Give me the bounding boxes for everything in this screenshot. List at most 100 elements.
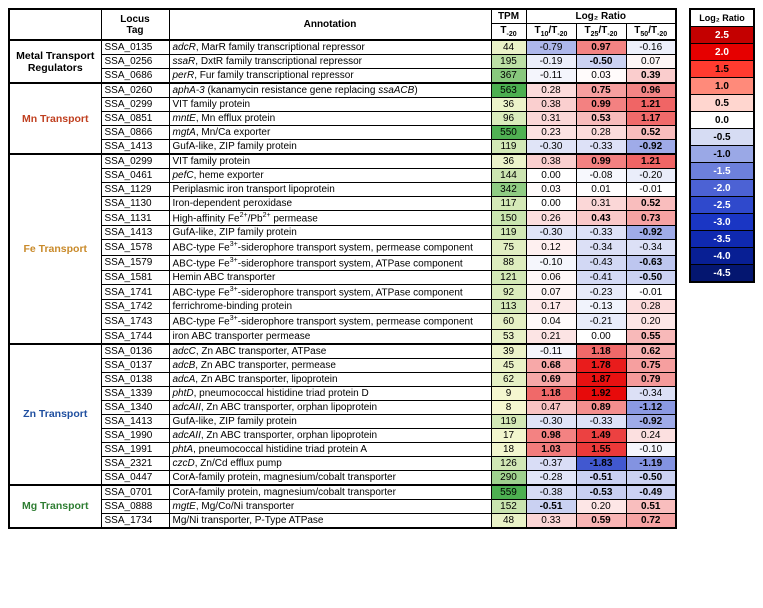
- table-row: SSA_0888mgtE, Mg/Co/Ni transporter152-0.…: [9, 499, 676, 513]
- ratio-cell: 1.18: [526, 386, 576, 400]
- ratio-cell: 0.43: [576, 211, 626, 226]
- locus-cell: SSA_1413: [101, 414, 169, 428]
- legend-cell: 2.5: [690, 27, 754, 44]
- tpm-cell: 39: [491, 344, 526, 359]
- tpm-cell: 53: [491, 329, 526, 344]
- ratio-cell: 1.17: [626, 112, 676, 126]
- ratio-cell: -0.13: [576, 300, 626, 314]
- hdr-locus: LocusTag: [101, 9, 169, 40]
- category-cell: Zn Transport: [9, 344, 101, 485]
- annotation-cell: adcR, MarR family transcriptional repres…: [169, 40, 491, 55]
- table-row: SSA_1131High-affinity Fe2+/Pb2+ permease…: [9, 211, 676, 226]
- table-row: SSA_0138adcA, Zn ABC transporter, lipopr…: [9, 372, 676, 386]
- table-row: SSA_1339phtD, pneumococcal histidine tri…: [9, 386, 676, 400]
- locus-cell: SSA_1734: [101, 513, 169, 528]
- ratio-cell: 0.33: [526, 513, 576, 528]
- tpm-cell: 126: [491, 456, 526, 470]
- ratio-cell: 0.00: [576, 329, 626, 344]
- table-header: LocusTag Annotation TPM Log₂ Ratio T-20 …: [9, 9, 676, 40]
- table-row: SSA_0851mntE, Mn efflux protein960.310.5…: [9, 112, 676, 126]
- ratio-cell: 0.03: [526, 183, 576, 197]
- ratio-cell: 0.97: [576, 40, 626, 55]
- annotation-cell: ABC-type Fe3+-siderophore transport syst…: [169, 240, 491, 255]
- table-row: Mg TransportSSA_0701CorA-family protein,…: [9, 485, 676, 500]
- locus-cell: SSA_1991: [101, 442, 169, 456]
- ratio-cell: 0.07: [626, 55, 676, 69]
- ratio-cell: -0.23: [576, 284, 626, 299]
- ratio-cell: 0.68: [526, 358, 576, 372]
- tpm-cell: 563: [491, 83, 526, 98]
- ratio-cell: -0.49: [626, 485, 676, 500]
- ratio-cell: 1.21: [626, 154, 676, 169]
- ratio-cell: 0.96: [626, 83, 676, 98]
- ratio-cell: 0.52: [626, 197, 676, 211]
- ratio-cell: -0.33: [576, 226, 626, 240]
- legend-cell: -1.0: [690, 146, 754, 163]
- ratio-cell: -0.10: [526, 255, 576, 270]
- tpm-cell: 150: [491, 211, 526, 226]
- table-row: SSA_0461pefC, heme exporter1440.00-0.08-…: [9, 169, 676, 183]
- ratio-cell: 1.49: [576, 428, 626, 442]
- annotation-cell: ferrichrome-binding protein: [169, 300, 491, 314]
- legend-cell: -0.5: [690, 129, 754, 146]
- ratio-cell: -0.34: [626, 240, 676, 255]
- legend-title: Log₂ Ratio: [690, 9, 754, 27]
- locus-cell: SSA_0299: [101, 154, 169, 169]
- hdr-r1: T10/T-20: [526, 24, 576, 41]
- ratio-cell: 0.72: [626, 513, 676, 528]
- annotation-cell: GufA-like, ZIP family protein: [169, 140, 491, 155]
- annotation-cell: phtA, pneumococcal histidine triad prote…: [169, 442, 491, 456]
- tpm-cell: 45: [491, 358, 526, 372]
- locus-cell: SSA_0260: [101, 83, 169, 98]
- legend-cell: -3.0: [690, 214, 754, 231]
- ratio-cell: -0.21: [576, 314, 626, 329]
- table-row: SSA_0299VIT family protein360.380.991.21: [9, 98, 676, 112]
- tpm-cell: 17: [491, 428, 526, 442]
- tpm-cell: 88: [491, 255, 526, 270]
- table-row: SSA_1413GufA-like, ZIP family protein119…: [9, 414, 676, 428]
- annotation-cell: Mg/Ni transporter, P-Type ATPase: [169, 513, 491, 528]
- locus-cell: SSA_1340: [101, 400, 169, 414]
- ratio-cell: 1.87: [576, 372, 626, 386]
- ratio-cell: 0.55: [626, 329, 676, 344]
- annotation-cell: ABC-type Fe3+-siderophore transport syst…: [169, 255, 491, 270]
- ratio-cell: 0.31: [526, 112, 576, 126]
- ratio-cell: -0.38: [526, 485, 576, 500]
- table-row: SSA_1991phtA, pneumococcal histidine tri…: [9, 442, 676, 456]
- legend-cell: -2.0: [690, 180, 754, 197]
- ratio-cell: 0.31: [576, 197, 626, 211]
- ratio-cell: 0.20: [576, 499, 626, 513]
- locus-cell: SSA_1130: [101, 197, 169, 211]
- tpm-cell: 113: [491, 300, 526, 314]
- annotation-cell: pefC, heme exporter: [169, 169, 491, 183]
- ratio-cell: 1.18: [576, 344, 626, 359]
- ratio-cell: 0.47: [526, 400, 576, 414]
- table-row: SSA_1413GufA-like, ZIP family protein119…: [9, 140, 676, 155]
- ratio-cell: 0.75: [626, 358, 676, 372]
- locus-cell: SSA_0447: [101, 470, 169, 485]
- table-row: SSA_1581Hemin ABC transporter1210.06-0.4…: [9, 270, 676, 284]
- tpm-cell: 119: [491, 414, 526, 428]
- ratio-cell: -0.43: [576, 255, 626, 270]
- ratio-cell: -0.08: [576, 169, 626, 183]
- ratio-cell: 0.51: [626, 499, 676, 513]
- ratio-cell: -0.28: [526, 470, 576, 485]
- table-row: SSA_0866mgtA, Mn/Ca exporter5500.230.280…: [9, 126, 676, 140]
- annotation-cell: aphA-3 (kanamycin resistance gene replac…: [169, 83, 491, 98]
- ratio-cell: -0.01: [626, 284, 676, 299]
- hdr-tpm-sub: T-20: [491, 24, 526, 41]
- ratio-cell: 1.78: [576, 358, 626, 372]
- ratio-cell: -0.92: [626, 226, 676, 240]
- ratio-cell: 0.89: [576, 400, 626, 414]
- ratio-cell: -0.11: [526, 344, 576, 359]
- ratio-cell: 0.23: [526, 126, 576, 140]
- table-row: Mn TransportSSA_0260aphA-3 (kanamycin re…: [9, 83, 676, 98]
- ratio-cell: -0.33: [576, 414, 626, 428]
- annotation-cell: VIT family protein: [169, 154, 491, 169]
- metal-transport-table: LocusTag Annotation TPM Log₂ Ratio T-20 …: [8, 8, 677, 529]
- ratio-cell: 0.38: [526, 98, 576, 112]
- table-row: SSA_1579ABC-type Fe3+-siderophore transp…: [9, 255, 676, 270]
- annotation-cell: GufA-like, ZIP family protein: [169, 414, 491, 428]
- ratio-cell: 1.03: [526, 442, 576, 456]
- ratio-cell: 0.99: [576, 154, 626, 169]
